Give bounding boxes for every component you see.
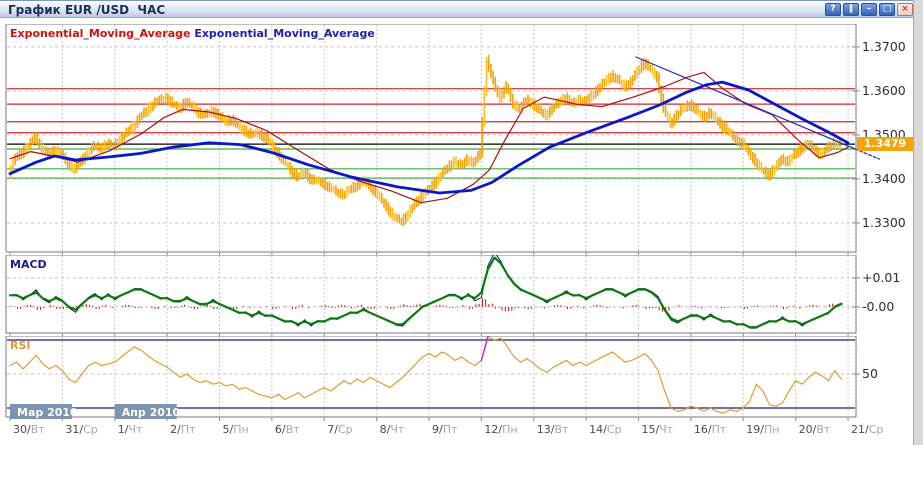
legend-ema-fast-label: Exponential_Moving_Average [10,27,191,40]
x-axis-label: 12/Пн [484,423,517,436]
y-axis-label: 1.3300 [862,215,906,230]
x-axis-label: 9/Пт [432,423,458,436]
y-axis-label: 1.3400 [862,171,906,186]
month-badge-label: Мар 2010 [17,406,78,419]
x-axis-label: 1/Чт [118,423,143,436]
x-axis-label: 20/Вт [799,423,831,436]
close-button[interactable]: × [897,3,913,16]
plot-border [5,255,857,334]
rsi-label: RSI [10,339,31,352]
y-axis-label: -0.00 [862,299,894,314]
trendline [635,56,856,150]
y-axis-label: 1.3600 [862,83,906,98]
y-axis-label: 50 [862,366,878,381]
minimize-button[interactable]: – [861,3,877,16]
macd-panel[interactable]: +0.01 -0.00 [0,255,923,343]
ema-fast-line [9,71,849,204]
chart-window: График EUR /USD ЧАС ? ‖ – □ × 1.3700 1.36… [0,0,923,445]
month-badge [114,404,177,419]
x-axis-label: 14/Ср [589,423,621,436]
x-axis-label: 30/Вт [13,423,45,436]
x-axis-label: 21/Ср [851,423,883,436]
month-badge-label: Апр 2010 [122,406,181,419]
ema-legend: Exponential_Moving_Average Exponential_M… [10,27,375,40]
macd-line [8,256,843,329]
titlebar[interactable]: График EUR /USD ЧАС ? ‖ – □ × [0,0,923,18]
help-button[interactable]: ? [825,3,841,16]
x-axis-label: 19/Пн [746,423,779,436]
x-axis-label: 15/Чт [642,423,674,436]
current-price-tag: 1.3479 [857,137,913,151]
legend-ema-slow-label: Exponential_Moving_Average [194,27,375,40]
x-axis-label: 7/Ср [327,423,352,436]
x-axis-label: 31/Ср [65,423,97,436]
plot-border [5,24,857,253]
window-buttons: ? ‖ – □ × [825,3,913,16]
month-badge [10,404,72,419]
chart-area: 1.3700 1.3600 1.3500 1.3400 1.3300 +0.01 -0.0… [0,18,923,445]
x-axis-label: 8/Чт [380,423,405,436]
rsi-overbought-segment [480,336,489,362]
x-axis-label: 2/Пт [170,423,196,436]
y-axis-label: 1.3700 [862,39,906,54]
x-axis-label: 5/Пн [223,423,249,436]
x-axis-label: 13/Вт [537,423,569,436]
maximize-button[interactable]: □ [879,3,895,16]
rsi-panel[interactable]: 50 Мар 2010 Апр 2010 30/Вт 31/Ср 1/Чт 2/Пт 5/Пн… [0,336,923,442]
x-axis-label: 6/Вт [275,423,300,436]
window-right-border [913,0,923,445]
rsi-line [9,336,843,414]
pause-button[interactable]: ‖ [843,3,859,16]
plot-border [5,336,857,418]
macd-histogram [10,298,840,312]
y-axis-label: +0.01 [862,270,900,285]
ema-slow-line [8,80,850,195]
macd-label: MACD [10,258,47,271]
x-axis-label: 16/Пт [694,423,727,436]
window-title: График EUR /USD ЧАС [8,3,166,17]
